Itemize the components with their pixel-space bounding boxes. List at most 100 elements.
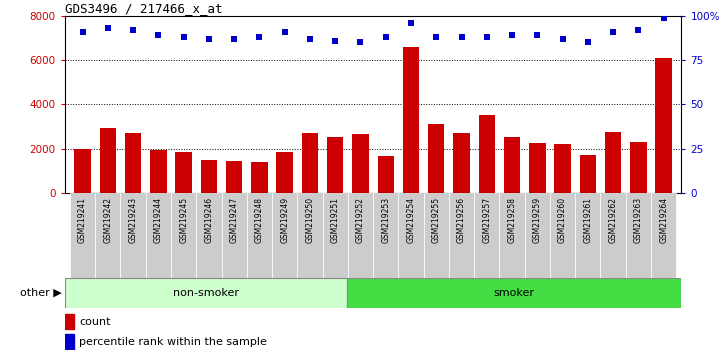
Bar bbox=[175, 152, 192, 193]
Text: GSM219250: GSM219250 bbox=[306, 197, 314, 243]
Bar bbox=[327, 137, 343, 193]
Point bbox=[178, 34, 190, 40]
Bar bbox=[550, 193, 575, 278]
Text: count: count bbox=[79, 317, 111, 327]
Point bbox=[77, 29, 89, 35]
Point bbox=[506, 33, 518, 38]
Text: GSM219258: GSM219258 bbox=[508, 197, 516, 243]
Bar bbox=[399, 193, 424, 278]
Bar bbox=[322, 193, 348, 278]
Bar bbox=[353, 134, 368, 193]
Bar bbox=[605, 132, 622, 193]
Bar bbox=[125, 133, 141, 193]
Bar bbox=[529, 143, 546, 193]
Text: GSM219248: GSM219248 bbox=[255, 197, 264, 243]
Point bbox=[582, 40, 593, 45]
Bar bbox=[630, 142, 647, 193]
Text: GSM219244: GSM219244 bbox=[154, 197, 163, 243]
Text: GSM219253: GSM219253 bbox=[381, 197, 390, 243]
Bar bbox=[500, 193, 525, 278]
Point bbox=[254, 34, 265, 40]
Bar bbox=[65, 314, 74, 329]
Bar bbox=[276, 152, 293, 193]
Bar bbox=[424, 193, 449, 278]
Bar bbox=[348, 278, 681, 308]
Point bbox=[405, 20, 417, 26]
Bar bbox=[454, 133, 470, 193]
Bar bbox=[226, 161, 242, 193]
Bar bbox=[428, 124, 444, 193]
Text: GSM219245: GSM219245 bbox=[179, 197, 188, 243]
Text: GDS3496 / 217466_x_at: GDS3496 / 217466_x_at bbox=[65, 2, 222, 15]
Text: GSM219252: GSM219252 bbox=[356, 197, 365, 243]
Text: GSM219260: GSM219260 bbox=[558, 197, 567, 243]
Point bbox=[229, 36, 240, 42]
Text: GSM219261: GSM219261 bbox=[583, 197, 593, 243]
Text: GSM219255: GSM219255 bbox=[432, 197, 441, 243]
Bar bbox=[479, 115, 495, 193]
Bar bbox=[196, 193, 221, 278]
Point bbox=[102, 25, 114, 31]
Text: GSM219263: GSM219263 bbox=[634, 197, 643, 243]
Point bbox=[279, 29, 291, 35]
Text: GSM219243: GSM219243 bbox=[128, 197, 138, 243]
Text: GSM219242: GSM219242 bbox=[103, 197, 112, 243]
Bar bbox=[146, 193, 171, 278]
Bar bbox=[373, 193, 399, 278]
Point bbox=[128, 27, 139, 33]
Text: other ▶: other ▶ bbox=[19, 288, 61, 298]
Text: non-smoker: non-smoker bbox=[173, 288, 239, 298]
Bar bbox=[65, 334, 74, 348]
Point bbox=[153, 33, 164, 38]
Bar bbox=[70, 193, 95, 278]
Point bbox=[203, 36, 215, 42]
Bar bbox=[74, 149, 91, 193]
Bar bbox=[626, 193, 651, 278]
Text: GSM219264: GSM219264 bbox=[659, 197, 668, 243]
Point bbox=[355, 40, 366, 45]
Bar bbox=[580, 155, 596, 193]
Bar bbox=[474, 193, 500, 278]
Bar bbox=[99, 128, 116, 193]
Point bbox=[481, 34, 492, 40]
Point bbox=[658, 15, 669, 21]
Bar bbox=[247, 193, 272, 278]
Bar bbox=[95, 193, 120, 278]
Bar bbox=[297, 193, 322, 278]
Text: GSM219262: GSM219262 bbox=[609, 197, 618, 243]
Bar bbox=[171, 193, 196, 278]
Bar bbox=[449, 193, 474, 278]
Bar bbox=[504, 137, 521, 193]
Text: GSM219257: GSM219257 bbox=[482, 197, 491, 243]
Bar bbox=[403, 47, 419, 193]
Bar bbox=[348, 193, 373, 278]
Bar bbox=[554, 144, 571, 193]
Bar bbox=[655, 58, 672, 193]
Bar bbox=[65, 278, 348, 308]
Bar bbox=[302, 133, 318, 193]
Point bbox=[304, 36, 316, 42]
Point bbox=[557, 36, 568, 42]
Point bbox=[380, 34, 392, 40]
Point bbox=[329, 38, 341, 44]
Bar bbox=[221, 193, 247, 278]
Point bbox=[531, 33, 543, 38]
Point bbox=[456, 34, 467, 40]
Text: GSM219247: GSM219247 bbox=[230, 197, 239, 243]
Text: GSM219246: GSM219246 bbox=[204, 197, 213, 243]
Text: smoker: smoker bbox=[494, 288, 535, 298]
Bar bbox=[575, 193, 601, 278]
Point bbox=[607, 29, 619, 35]
Bar bbox=[120, 193, 146, 278]
Text: GSM219256: GSM219256 bbox=[457, 197, 466, 243]
Bar bbox=[601, 193, 626, 278]
Text: GSM219249: GSM219249 bbox=[280, 197, 289, 243]
Text: GSM219254: GSM219254 bbox=[407, 197, 415, 243]
Bar bbox=[525, 193, 550, 278]
Text: GSM219259: GSM219259 bbox=[533, 197, 542, 243]
Point bbox=[430, 34, 442, 40]
Bar bbox=[272, 193, 297, 278]
Point bbox=[632, 27, 644, 33]
Bar bbox=[150, 150, 167, 193]
Bar bbox=[251, 162, 267, 193]
